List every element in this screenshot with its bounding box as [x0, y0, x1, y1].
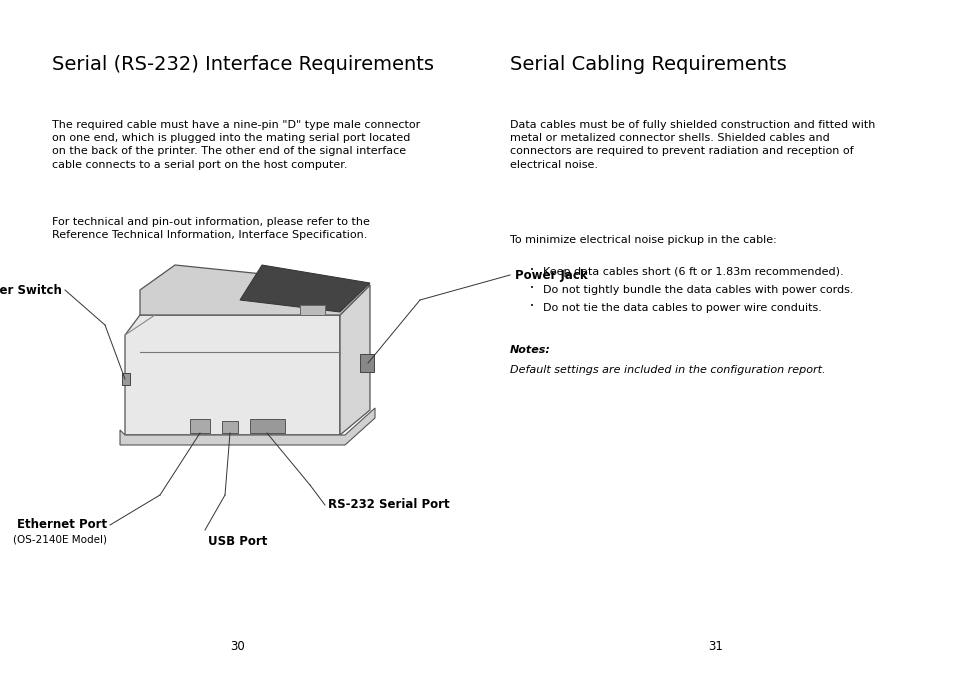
Bar	[190, 419, 210, 433]
Polygon shape	[299, 305, 325, 315]
Text: Power Switch: Power Switch	[0, 284, 62, 296]
Polygon shape	[140, 265, 370, 315]
Text: To minimize electrical noise pickup in the cable:: To minimize electrical noise pickup in t…	[510, 235, 776, 245]
Text: Do not tightly bundle the data cables with power cords.: Do not tightly bundle the data cables wi…	[542, 285, 853, 295]
Polygon shape	[339, 285, 370, 435]
Text: Notes:: Notes:	[510, 345, 550, 355]
Text: The required cable must have a nine-pin "D" type male connector
on one end, whic: The required cable must have a nine-pin …	[52, 120, 420, 169]
Text: •: •	[530, 285, 534, 291]
Text: Data cables must be of fully shielded construction and fitted with
metal or meta: Data cables must be of fully shielded co…	[510, 120, 875, 169]
Bar	[359, 354, 374, 372]
Text: 31: 31	[708, 640, 722, 653]
Text: Ethernet Port: Ethernet Port	[17, 518, 107, 531]
Polygon shape	[125, 315, 339, 435]
Text: Default settings are included in the configuration report.: Default settings are included in the con…	[510, 365, 824, 375]
Text: •: •	[530, 267, 534, 273]
Text: RS-232 Serial Port: RS-232 Serial Port	[328, 499, 449, 512]
Text: Power Jack: Power Jack	[515, 269, 587, 281]
Text: USB Port: USB Port	[208, 535, 267, 548]
Polygon shape	[120, 408, 375, 445]
Text: (OS-2140E Model): (OS-2140E Model)	[13, 535, 107, 545]
Text: Serial (RS-232) Interface Requirements: Serial (RS-232) Interface Requirements	[52, 55, 434, 74]
Text: Serial Cabling Requirements: Serial Cabling Requirements	[510, 55, 786, 74]
Polygon shape	[240, 265, 370, 312]
Bar	[222, 421, 237, 433]
Text: Keep data cables short (6 ft or 1.83m recommended).: Keep data cables short (6 ft or 1.83m re…	[542, 267, 842, 277]
Text: For technical and pin-out information, please refer to the
Reference Technical I: For technical and pin-out information, p…	[52, 217, 370, 240]
Text: •: •	[530, 303, 534, 309]
Bar	[122, 373, 130, 385]
Text: Do not tie the data cables to power wire conduits.: Do not tie the data cables to power wire…	[542, 303, 821, 313]
Text: 30: 30	[231, 640, 245, 653]
Bar	[250, 419, 285, 433]
